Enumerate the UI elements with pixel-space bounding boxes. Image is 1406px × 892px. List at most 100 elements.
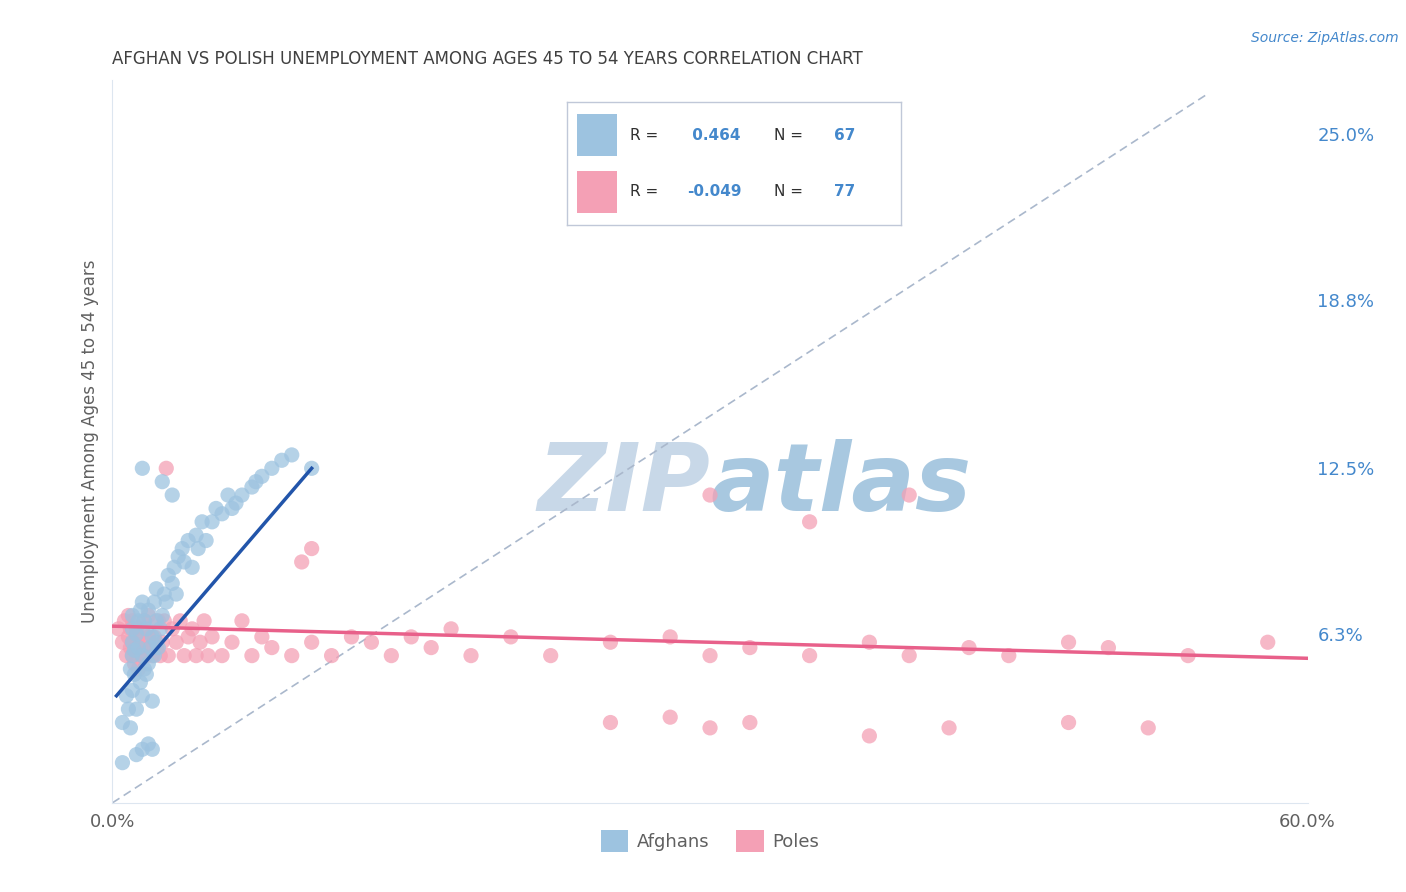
Point: [181, 622, 204, 636]
Point: [131, 689, 153, 703]
Point: [153, 614, 176, 628]
Point: [124, 657, 146, 671]
Point: [125, 747, 148, 762]
Point: [321, 648, 343, 663]
Point: [121, 622, 143, 636]
Point: [143, 648, 166, 663]
Point: [131, 622, 153, 636]
Point: [225, 496, 247, 510]
Point: [125, 640, 148, 655]
Point: [599, 715, 621, 730]
Point: [127, 662, 149, 676]
Point: [111, 715, 134, 730]
Point: [211, 648, 233, 663]
Point: [250, 469, 273, 483]
Point: [187, 541, 209, 556]
Point: [155, 461, 177, 475]
Point: [211, 507, 233, 521]
Point: [111, 635, 134, 649]
Point: [148, 614, 170, 628]
Point: [131, 648, 153, 663]
Text: atlas: atlas: [710, 439, 972, 531]
Point: [420, 640, 443, 655]
Point: [117, 630, 139, 644]
Point: [217, 488, 239, 502]
Point: [898, 488, 921, 502]
Point: [107, 622, 129, 636]
Point: [240, 480, 263, 494]
Point: [162, 576, 183, 591]
Point: [1137, 721, 1160, 735]
Point: [699, 721, 721, 735]
Point: [281, 448, 304, 462]
Point: [162, 622, 183, 636]
Y-axis label: Unemployment Among Ages 45 to 54 years: Unemployment Among Ages 45 to 54 years: [80, 260, 98, 624]
Point: [129, 640, 152, 655]
Point: [139, 640, 162, 655]
Point: [260, 640, 283, 655]
Point: [291, 555, 314, 569]
Point: [177, 630, 200, 644]
Point: [150, 608, 173, 623]
Point: [460, 648, 482, 663]
Point: [117, 608, 139, 623]
Point: [121, 608, 143, 623]
Point: [181, 560, 204, 574]
Point: [124, 667, 146, 681]
Point: [799, 515, 821, 529]
Point: [117, 702, 139, 716]
Point: [1057, 635, 1080, 649]
Point: [127, 614, 149, 628]
Point: [177, 533, 200, 548]
Point: [245, 475, 267, 489]
Point: [173, 555, 195, 569]
Point: [149, 622, 172, 636]
Point: [281, 648, 304, 663]
Point: [301, 461, 323, 475]
Point: [440, 622, 463, 636]
Point: [125, 622, 148, 636]
Point: [121, 648, 143, 663]
Point: [172, 541, 194, 556]
Point: [1257, 635, 1279, 649]
Point: [998, 648, 1021, 663]
Point: [957, 640, 980, 655]
Point: [121, 683, 143, 698]
Point: [145, 614, 167, 628]
Point: [145, 582, 167, 596]
Point: [231, 614, 253, 628]
Point: [858, 729, 880, 743]
Point: [141, 648, 163, 663]
Point: [360, 635, 382, 649]
Point: [141, 742, 163, 756]
Point: [131, 595, 153, 609]
Point: [148, 640, 170, 655]
Point: [1177, 648, 1199, 663]
Text: AFGHAN VS POLISH UNEMPLOYMENT AMONG AGES 45 TO 54 YEARS CORRELATION CHART: AFGHAN VS POLISH UNEMPLOYMENT AMONG AGES…: [112, 50, 863, 68]
Point: [191, 515, 214, 529]
Point: [1097, 640, 1119, 655]
Point: [150, 635, 173, 649]
Point: [131, 648, 153, 663]
Text: ZIP: ZIP: [537, 439, 710, 531]
Point: [124, 643, 146, 657]
Point: [221, 501, 243, 516]
Point: [129, 675, 152, 690]
Point: [167, 549, 190, 564]
Point: [699, 648, 721, 663]
Point: [124, 635, 146, 649]
Point: [173, 648, 195, 663]
Text: Source: ZipAtlas.com: Source: ZipAtlas.com: [1251, 31, 1399, 45]
Point: [155, 595, 177, 609]
Point: [163, 560, 186, 574]
Point: [141, 630, 163, 644]
Point: [145, 635, 167, 649]
Point: [193, 614, 215, 628]
Point: [599, 635, 621, 649]
Point: [115, 689, 138, 703]
Point: [380, 648, 402, 663]
Point: [157, 648, 180, 663]
Point: [738, 640, 761, 655]
Point: [640, 167, 662, 181]
Point: [121, 635, 143, 649]
